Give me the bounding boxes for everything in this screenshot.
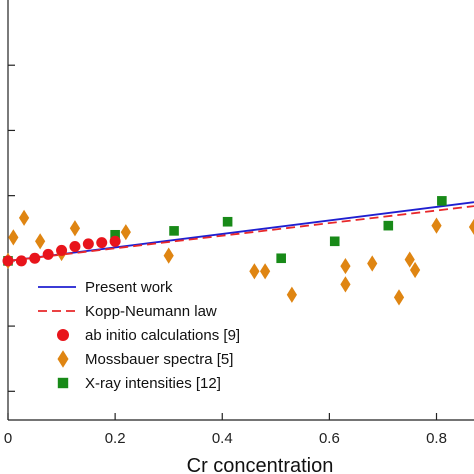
legend-label: X-ray intensities [12]: [85, 375, 221, 392]
square-data-point: [276, 253, 286, 264]
legend-label: Kopp-Neumann law: [85, 303, 217, 320]
diamond-data-point: [69, 220, 81, 237]
circle-data-point: [56, 244, 68, 256]
x-tick-labels: 0 0.2 0.4 0.6 0.8: [4, 430, 447, 447]
circle-data-point: [29, 252, 41, 264]
x-tick-label: 0.2: [105, 430, 126, 447]
legend-label: Mossbauer spectra [5]: [85, 351, 233, 368]
diamond-data-point: [286, 286, 297, 303]
circle-data-point: [109, 235, 121, 247]
diamond-data-point: [35, 233, 46, 250]
legend-swatch-square: [57, 377, 69, 389]
x-tick-label: 0.6: [319, 430, 340, 447]
square-data-point: [437, 196, 447, 206]
diamond-data-point: [8, 229, 19, 246]
square-data-point: [222, 216, 233, 227]
square-data-point: [110, 229, 120, 240]
fit-lines: [7, 201, 474, 262]
diamond-data-point: [431, 217, 442, 234]
series-line-kopp-neumann: [7, 205, 474, 262]
diamond-data-point: [249, 263, 260, 280]
circle-data-point: [2, 255, 14, 267]
legend-label: Present work: [85, 279, 173, 296]
legend: Present work Kopp-Neumann law ab initio ca…: [38, 279, 240, 392]
diamond-data-point: [260, 263, 271, 280]
diamond-data-point: [120, 224, 131, 241]
diamond-data-point: [18, 209, 30, 226]
x-tick-label: 0: [4, 430, 12, 447]
circle-data-point: [82, 238, 94, 250]
x-axis-title: Cr concentration: [187, 455, 334, 474]
diamond-data-point: [409, 261, 421, 279]
circle-data-point: [69, 241, 81, 253]
square-data-point: [169, 226, 179, 236]
diamond-data-point: [393, 289, 405, 306]
circle-data-point: [15, 255, 27, 267]
diamond-data-point: [468, 218, 474, 236]
circle-data-point: [96, 237, 108, 249]
diamond-data-point: [367, 255, 378, 272]
square-data-point: [329, 236, 340, 247]
axes-frame: [7, 0, 474, 421]
legend-swatch-circle: [57, 329, 69, 341]
diamond-data-point: [340, 276, 351, 293]
legend-label: ab initio calculations [9]: [85, 327, 240, 344]
x-tick-label: 0.8: [426, 430, 447, 447]
data-points: [2, 196, 474, 306]
circle-data-point: [42, 248, 54, 260]
diamond-data-point: [163, 247, 174, 264]
diamond-data-point: [404, 251, 415, 268]
diamond-data-point: [340, 257, 351, 275]
x-tick-label: 0.4: [212, 430, 233, 447]
legend-swatch-diamond: [57, 350, 69, 368]
square-data-point: [383, 220, 394, 231]
